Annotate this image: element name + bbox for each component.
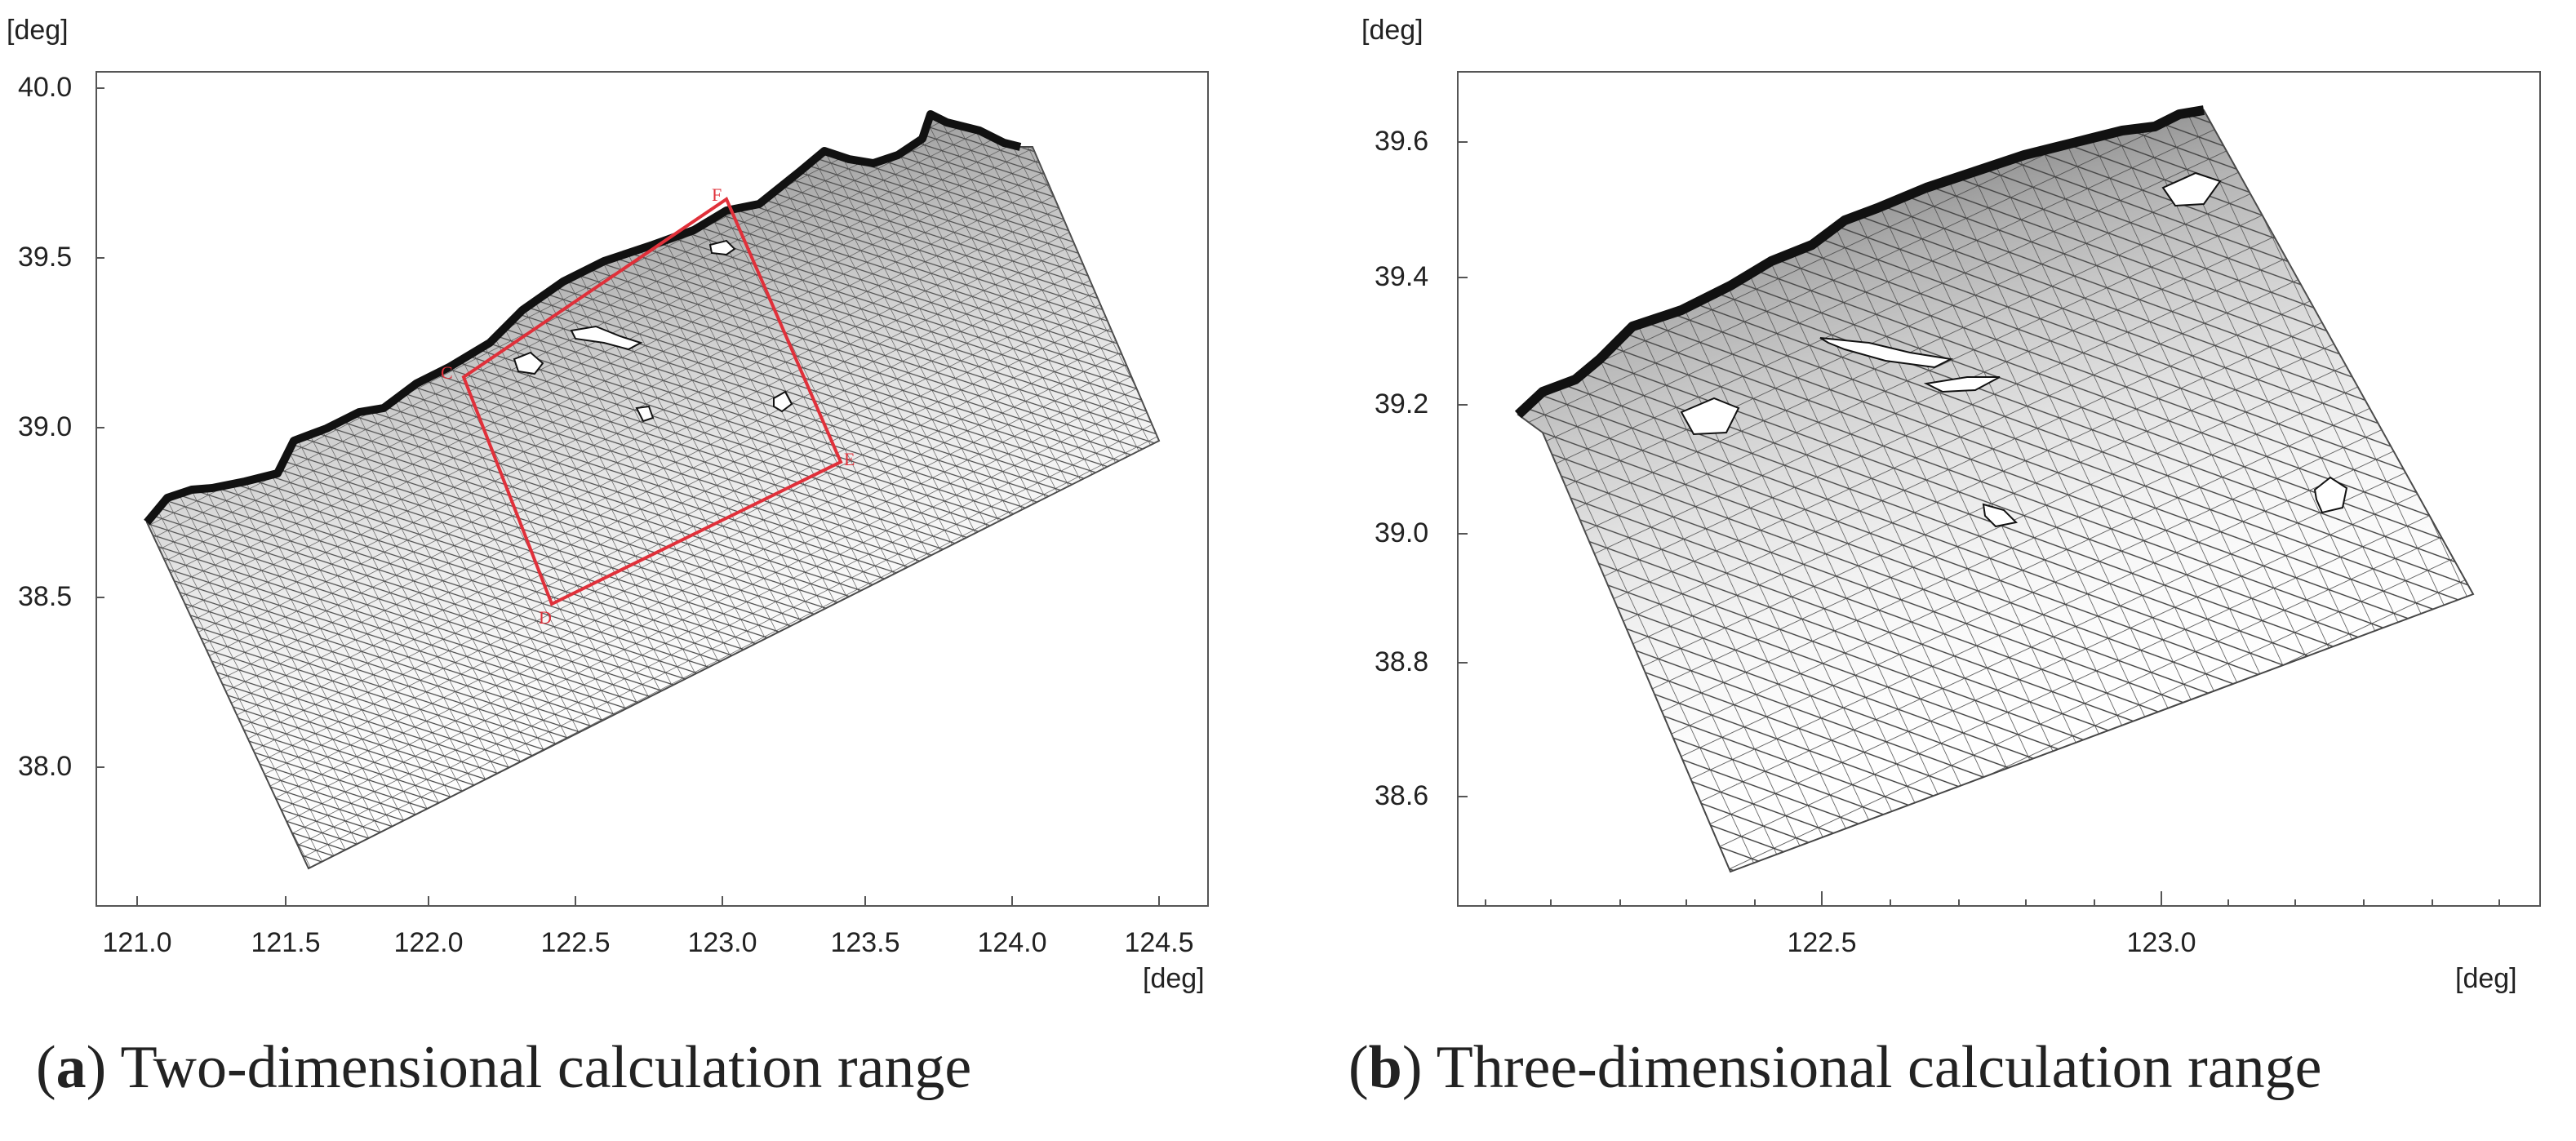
- panel-a-x-tick: 123.5: [830, 927, 900, 958]
- panel-b-y-ticks: [1458, 141, 1468, 797]
- panel-b-frame: [1457, 71, 2541, 907]
- panel-a-x-tick: 121.5: [251, 927, 321, 958]
- panel-a-y-unit: [deg]: [7, 15, 69, 46]
- panel-b-y-tick: 38.6: [1375, 780, 1429, 811]
- caption-b-text: Three-dimensional calculation range: [1436, 1034, 2322, 1101]
- panel-b-y-tick: 39.4: [1375, 261, 1429, 292]
- panel-b-x-tick: 122.5: [1787, 927, 1857, 958]
- panel-a-x-tick: 124.0: [977, 927, 1047, 958]
- caption-b-letter: b: [1368, 1034, 1402, 1101]
- panel-b-y-tick: 38.8: [1375, 646, 1429, 677]
- panel-a-y-tick: 40.0: [18, 72, 73, 103]
- point-label-d: D: [539, 607, 552, 628]
- panel-b-y-unit: [deg]: [1361, 15, 1423, 46]
- panel-b-mesh: [1514, 105, 2475, 873]
- panel-a-x-tick: 123.0: [687, 927, 757, 958]
- caption-b: (b) Three-dimensional calculation range: [1348, 1034, 2322, 1101]
- point-label-c: C: [441, 362, 453, 383]
- panel-b-x-ticks: [1485, 891, 2500, 906]
- panel-a-x-tick: 122.5: [540, 927, 611, 958]
- panel-a-x-tick: 124.5: [1124, 927, 1194, 958]
- panel-b-y-tick: 39.0: [1375, 517, 1429, 548]
- point-label-e: E: [844, 449, 855, 469]
- panel-a-x-unit: [deg]: [1143, 963, 1205, 994]
- panel-a-3d-box: [461, 196, 843, 606]
- panel-a-x-ticks: [136, 896, 1160, 906]
- panel-a-y-tick: 38.5: [18, 581, 73, 612]
- panel-b-y-tick: 39.6: [1375, 126, 1429, 157]
- panel-b-x-tick: 123.0: [2126, 927, 2196, 958]
- caption-a-text: Two-dimensional calculation range: [120, 1034, 972, 1101]
- point-label-f: F: [712, 184, 722, 205]
- panel-a-y-tick: 39.5: [18, 242, 73, 273]
- panel-a-mesh: [144, 110, 1161, 870]
- caption-a: (a) Two-dimensional calculation range: [36, 1034, 972, 1101]
- panel-b-x-unit: [deg]: [2455, 963, 2517, 994]
- panel-a-x-tick: 122.0: [393, 927, 464, 958]
- panel-a-y-tick: 39.0: [18, 411, 73, 442]
- panel-a-frame: [95, 71, 1209, 907]
- panel-a-y-tick: 38.0: [18, 751, 73, 782]
- caption-a-letter: a: [56, 1034, 87, 1101]
- panel-a-y-ticks: [96, 87, 104, 768]
- panel-a-x-tick: 121.0: [102, 927, 172, 958]
- panel-b-y-tick: 39.2: [1375, 388, 1429, 420]
